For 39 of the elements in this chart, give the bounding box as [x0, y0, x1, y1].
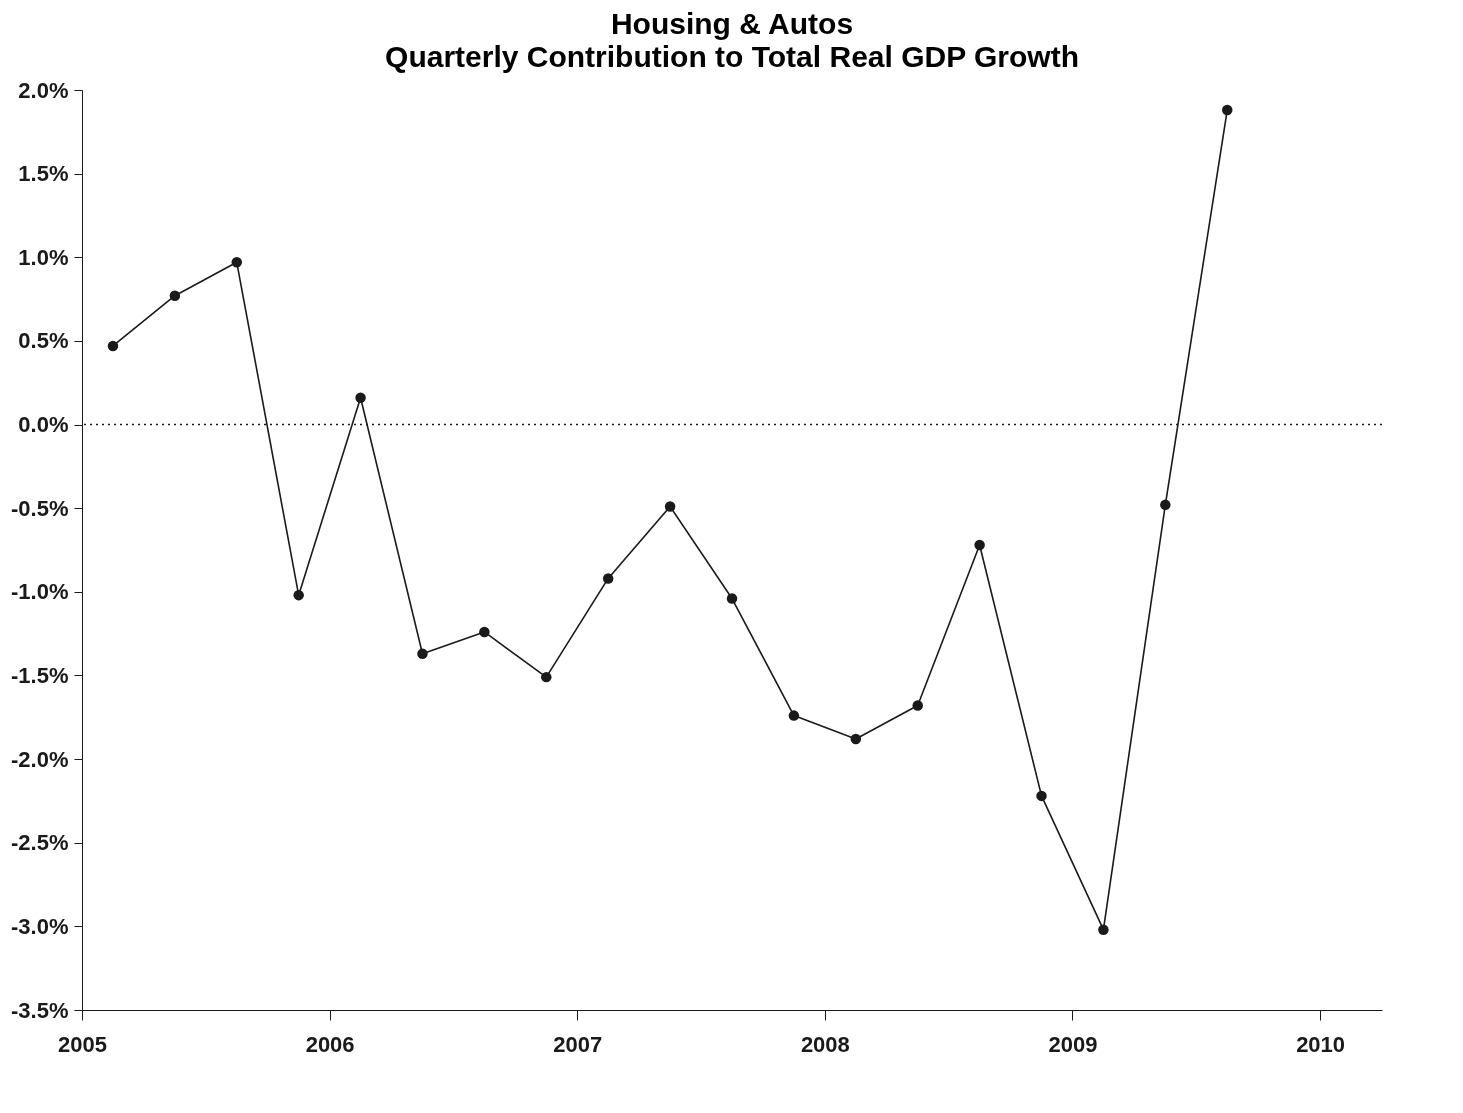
x-tick-label: 2009 [1048, 1031, 1098, 1057]
point [293, 589, 304, 601]
point [664, 501, 676, 512]
point [1160, 499, 1171, 511]
y-tick-label: 0.5% [18, 328, 69, 354]
point [602, 573, 614, 584]
point [850, 733, 862, 745]
point [417, 648, 428, 659]
y-tick-label: -3.0% [11, 913, 69, 939]
point [1098, 924, 1109, 935]
point [912, 700, 923, 711]
x-tick-label: 2005 [58, 1031, 107, 1057]
chart-subtitle: Quarterly Contribution to Total Real GDP Growth [385, 40, 1079, 73]
point [1221, 104, 1233, 116]
chart-title: Housing & Autos [610, 7, 854, 40]
y-tick-label: -3.5% [11, 997, 69, 1023]
point [541, 671, 552, 683]
y-tick-label: 2.0% [18, 77, 69, 103]
point [974, 539, 985, 551]
y-tick-label: -1.0% [11, 579, 69, 605]
y-tick-label: -2.0% [11, 746, 69, 772]
x-tick-label: 2007 [553, 1031, 603, 1057]
point [107, 340, 119, 352]
point [788, 710, 800, 721]
point [1036, 790, 1047, 802]
point [479, 626, 490, 638]
point [726, 593, 738, 604]
point [169, 290, 181, 301]
y-tick-label: -1.5% [11, 662, 69, 688]
y-tick-label: -2.5% [11, 830, 69, 856]
x-tick-label: 2006 [305, 1031, 355, 1057]
y-tick-label: 0.0% [18, 412, 69, 438]
x-tick-label: 2010 [1296, 1031, 1346, 1057]
y-tick-label: 1.0% [18, 244, 69, 270]
y-tick-label: 1.5% [18, 161, 69, 187]
point [355, 392, 366, 404]
x-tick-label: 2008 [800, 1031, 850, 1057]
y-tick-label: -0.5% [11, 495, 69, 521]
point [231, 257, 243, 268]
